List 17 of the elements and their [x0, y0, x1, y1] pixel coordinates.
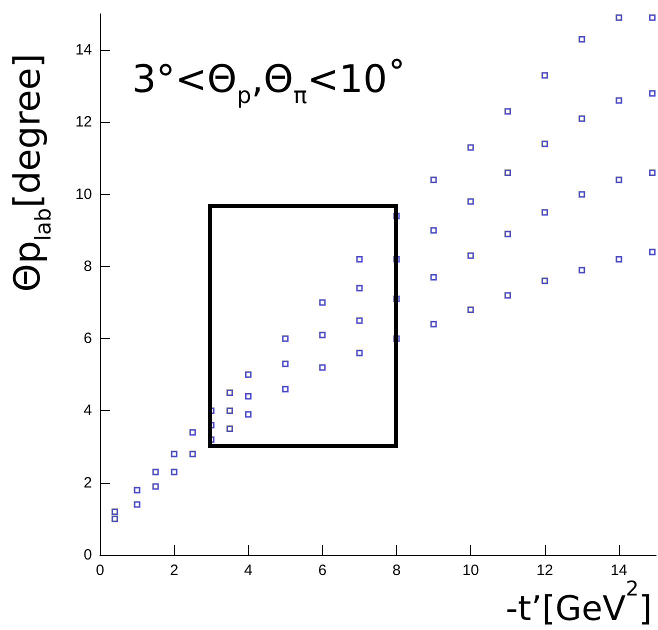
x-tick-label: 10 — [462, 562, 480, 579]
y-tick-label: 14 — [75, 42, 92, 59]
y-tick-label: 0 — [84, 546, 92, 564]
x-tick-label: 0 — [96, 562, 104, 579]
y-tick-label: 12 — [75, 114, 92, 131]
y-tick-label: 10 — [75, 186, 92, 203]
x-tick-label: 4 — [244, 562, 252, 579]
y-tick-label: 8 — [84, 258, 92, 275]
x-tick-label: 6 — [318, 562, 327, 579]
x-tick-label: 2 — [170, 562, 178, 579]
x-tick-label: 14 — [610, 562, 628, 579]
y-tick-label: 6 — [84, 330, 92, 348]
x-tick-label: 8 — [392, 562, 401, 579]
y-tick-label: 4 — [84, 402, 92, 420]
x-tick-label: 12 — [536, 562, 554, 579]
y-axis-title: Θplab[degree] — [8, 54, 56, 292]
y-tick-label: 2 — [84, 474, 92, 492]
